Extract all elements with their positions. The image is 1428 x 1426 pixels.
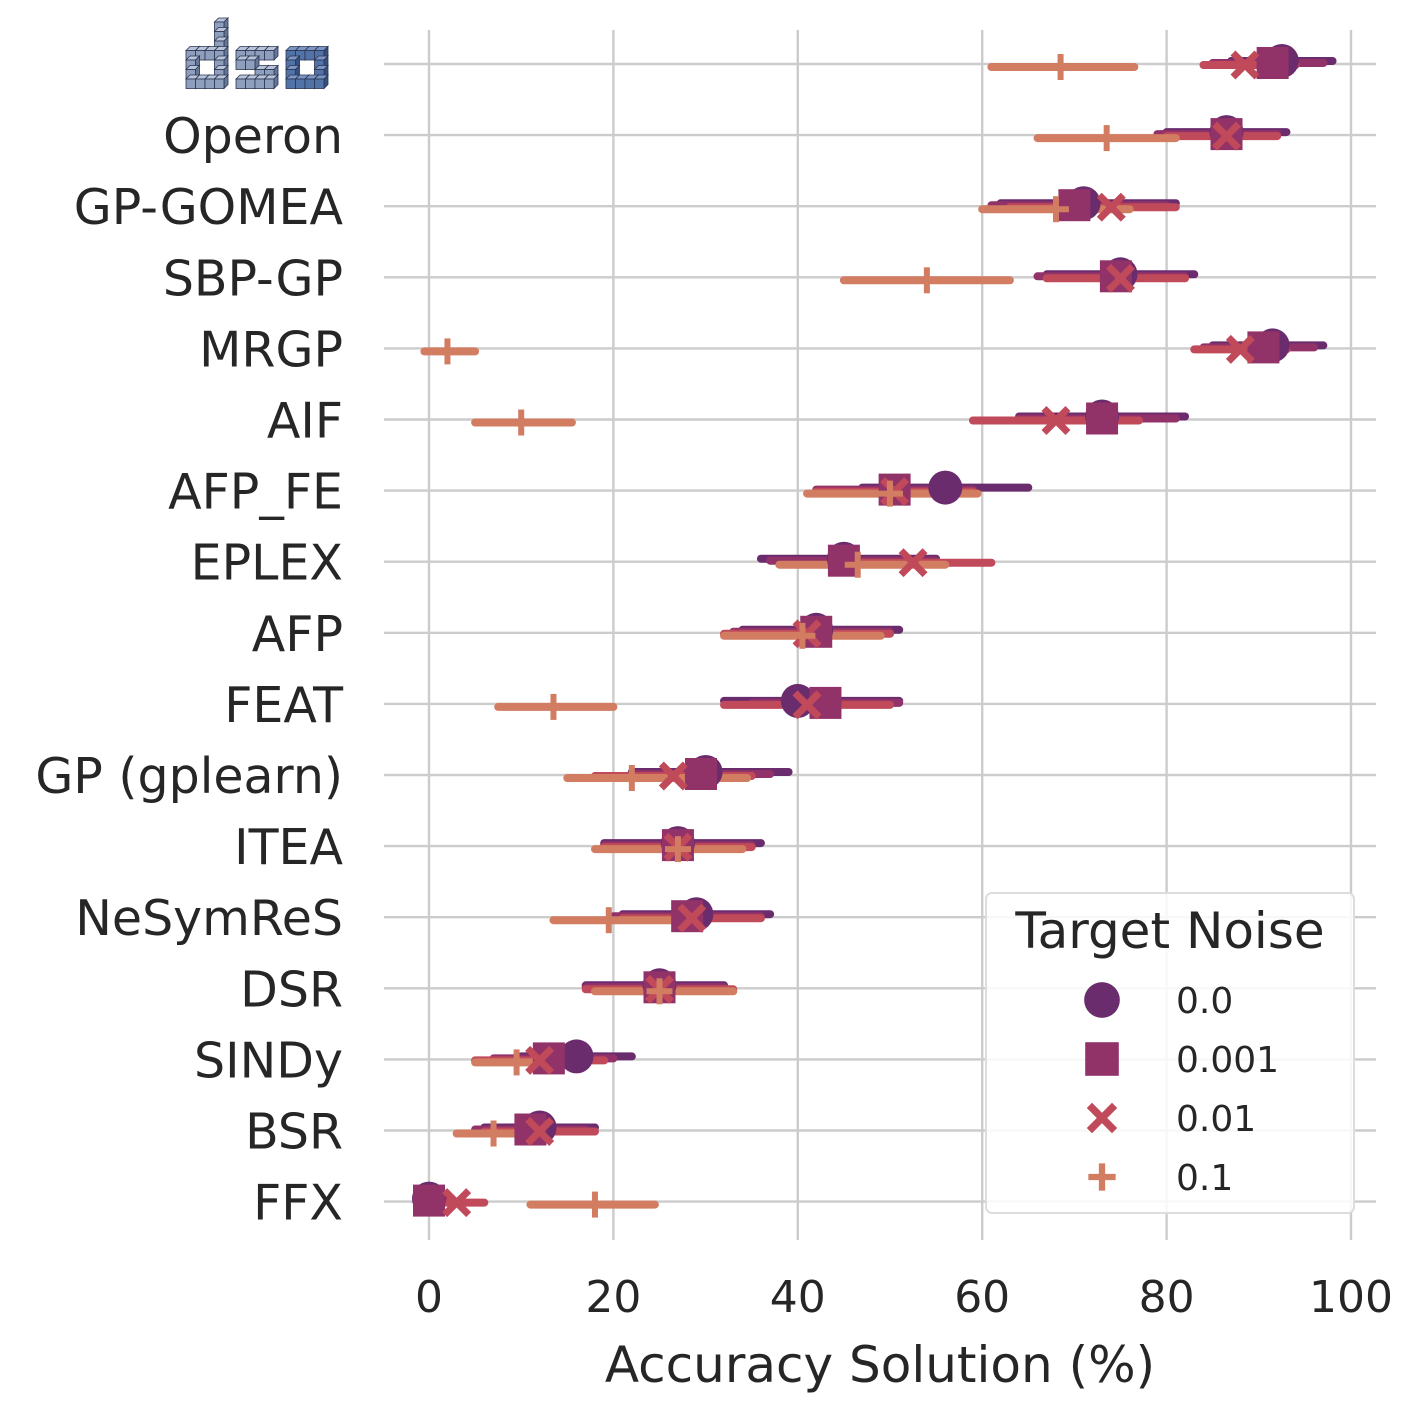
y-tick-label: NeSymReS xyxy=(75,890,343,947)
legend-label: 0.001 xyxy=(1176,1040,1279,1081)
marker-plus xyxy=(1047,54,1074,80)
marker-square xyxy=(1085,1042,1119,1076)
marker-x xyxy=(525,1045,555,1075)
marker-plus xyxy=(913,267,940,294)
logo-block xyxy=(263,45,279,61)
marker-square xyxy=(1058,189,1091,222)
marker-circle xyxy=(559,1039,594,1074)
y-tick-label: AFP xyxy=(252,606,343,663)
y-tick-label: SBP-GP xyxy=(163,250,343,307)
legend-items: 0.0 0.001 0.01 0.1 xyxy=(1084,981,1279,1199)
legend: Target Noise 0.0 0.001 0.01 0.1 xyxy=(985,892,1355,1214)
marker-square xyxy=(684,758,717,790)
marker-x xyxy=(1086,1102,1118,1134)
marker-plus xyxy=(503,1049,530,1076)
marker-x xyxy=(1041,406,1071,435)
y-tick-label: DSR xyxy=(240,961,343,1018)
marker-x xyxy=(658,761,688,791)
marker-plus xyxy=(844,551,871,578)
logo-block xyxy=(213,74,229,90)
y-tick-label: AFP_FE xyxy=(168,464,343,521)
marker-square xyxy=(413,1184,445,1217)
marker-x xyxy=(1230,50,1260,80)
marker-circle xyxy=(928,470,963,505)
x-tick-label: 100 xyxy=(1309,1272,1393,1323)
legend-label: 0.1 xyxy=(1176,1158,1233,1199)
logo-block xyxy=(263,74,279,90)
marker-plus xyxy=(1088,1163,1116,1191)
y-tick-label: FEAT xyxy=(224,677,344,734)
marker-x xyxy=(792,690,822,720)
logo-block xyxy=(285,64,301,80)
marker-square xyxy=(827,544,860,577)
marker-x xyxy=(898,548,928,578)
marker-x xyxy=(1212,121,1242,151)
marker-plus xyxy=(664,836,691,863)
marker-x xyxy=(677,903,707,933)
marker-plus xyxy=(1042,196,1069,223)
marker-plus xyxy=(508,409,535,436)
logo-block xyxy=(313,74,329,90)
y-tick-label: GP (gplearn) xyxy=(35,748,343,805)
y-tick-label: MRGP xyxy=(199,321,343,378)
marker-plus xyxy=(480,1120,507,1147)
y-axis-labels: Operon GP-GOMEA SBP-GP MRGP AIF AFP_FE EPLEX AF… xyxy=(35,108,344,1232)
y-tick-label: FFX xyxy=(253,1175,343,1232)
legend-label: 0.0 xyxy=(1176,981,1233,1022)
x-axis-label: Accuracy Solution (%) xyxy=(605,1336,1155,1394)
marker-square xyxy=(1256,47,1289,79)
legend-label: 0.01 xyxy=(1176,1099,1256,1140)
x-tick-label: 80 xyxy=(1139,1272,1195,1323)
marker-plus xyxy=(618,765,645,791)
x-tick-label: 0 xyxy=(415,1272,443,1323)
marker-plus xyxy=(646,978,673,1005)
x-tick-label: 20 xyxy=(585,1272,641,1323)
x-axis-ticks: 0 20 40 60 80 100 xyxy=(415,1272,1393,1323)
marker-plus xyxy=(540,693,567,720)
legend-frame xyxy=(985,892,1355,1214)
marker-x xyxy=(525,1117,555,1146)
marker-square xyxy=(1086,402,1119,435)
y-tick-label: Operon xyxy=(163,108,343,165)
marker-plus xyxy=(581,1191,608,1218)
marker-plus xyxy=(1093,125,1120,152)
y-tick-label: EPLEX xyxy=(191,535,343,592)
marker-x xyxy=(1106,263,1135,293)
y-tick-label: AIF xyxy=(267,393,343,450)
marker-x xyxy=(442,1188,472,1218)
y-tick-label: GP-GOMEA xyxy=(74,179,344,236)
marker-x xyxy=(1096,192,1126,222)
marker-circle xyxy=(1084,982,1120,1018)
dso-logo xyxy=(185,17,329,90)
x-tick-label: 40 xyxy=(770,1272,826,1323)
legend-title: Target Noise xyxy=(1014,902,1324,960)
x-tick-label: 60 xyxy=(954,1272,1010,1323)
y-tick-label: ITEA xyxy=(234,819,343,876)
marker-plus xyxy=(434,338,461,365)
y-tick-label: SINDy xyxy=(194,1032,343,1089)
marker-x xyxy=(1225,334,1255,364)
marker-plus xyxy=(595,907,622,934)
y-tick-label: BSR xyxy=(245,1104,343,1161)
marker-plus xyxy=(877,480,903,507)
data-markers xyxy=(412,44,1299,1218)
marker-plus xyxy=(789,622,816,649)
